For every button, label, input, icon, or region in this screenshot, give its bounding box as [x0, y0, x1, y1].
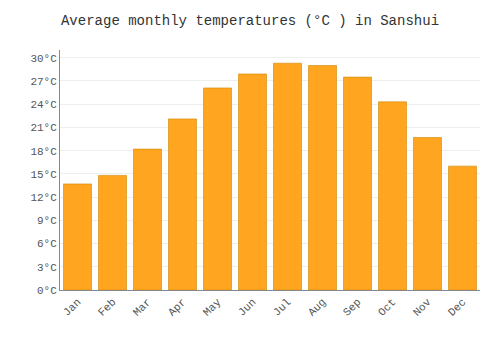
svg-text:18°C: 18°C [30, 146, 57, 158]
svg-text:Apr: Apr [166, 296, 188, 318]
svg-text:12°C: 12°C [30, 192, 57, 204]
svg-text:6°C: 6°C [37, 238, 57, 250]
svg-text:Jun: Jun [236, 296, 258, 318]
svg-text:0°C: 0°C [37, 285, 57, 297]
svg-text:Dec: Dec [446, 296, 468, 318]
svg-text:Oct: Oct [376, 296, 398, 318]
svg-text:Aug: Aug [306, 296, 328, 318]
svg-text:9°C: 9°C [37, 215, 57, 227]
svg-text:Nov: Nov [411, 296, 434, 319]
svg-text:3°C: 3°C [37, 262, 57, 274]
svg-text:27°C: 27°C [30, 76, 57, 88]
svg-text:May: May [201, 296, 224, 319]
svg-text:Jan: Jan [61, 296, 83, 318]
svg-text:15°C: 15°C [30, 169, 57, 181]
svg-text:Sep: Sep [341, 296, 363, 318]
svg-text:24°C: 24°C [30, 99, 57, 111]
svg-text:21°C: 21°C [30, 122, 57, 134]
svg-text:Mar: Mar [131, 296, 153, 318]
svg-text:Average monthly temperatures (: Average monthly temperatures (°C ) in Sa… [61, 13, 439, 29]
svg-text:Jul: Jul [271, 296, 293, 318]
svg-text:30°C: 30°C [30, 53, 57, 65]
svg-text:Feb: Feb [96, 296, 118, 318]
